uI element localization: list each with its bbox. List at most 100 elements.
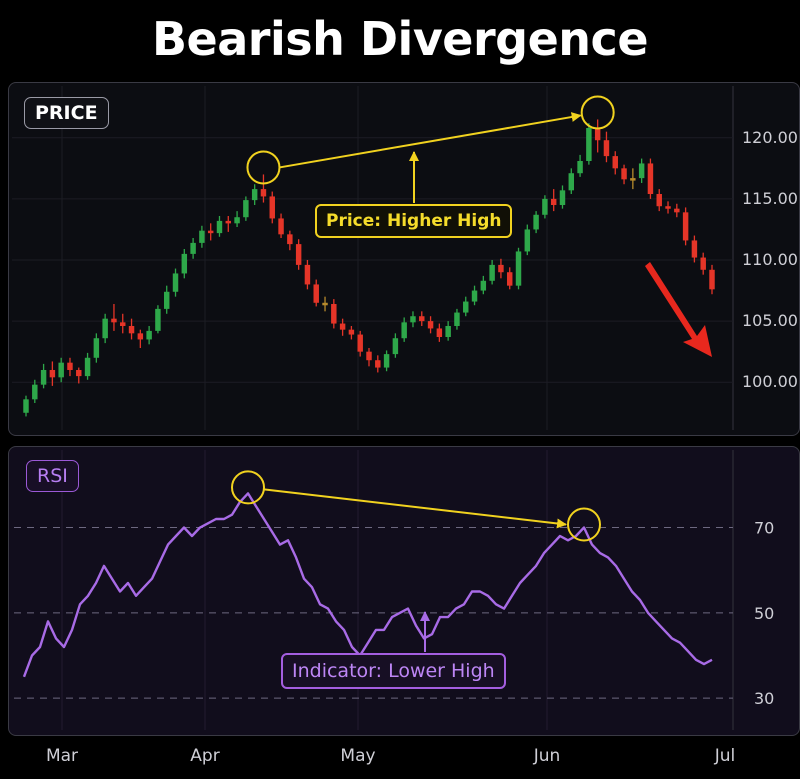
candle-body: [111, 318, 117, 323]
chart-title: Bearish Divergence: [151, 12, 649, 66]
candle-body: [594, 128, 601, 141]
candle-body: [295, 244, 302, 265]
candle-body: [375, 360, 381, 368]
candle-body: [665, 206, 671, 209]
candle-body: [84, 357, 91, 377]
candle-body: [23, 399, 29, 413]
rsi-y-tick-label: 50: [754, 604, 774, 623]
candle-body: [542, 198, 548, 215]
candle-body: [691, 240, 698, 258]
candle-body: [568, 173, 575, 191]
candle-body: [550, 198, 557, 205]
rsi-peak-circle: [231, 470, 265, 505]
x-tick-label: May: [340, 746, 375, 766]
bearish-down-arrow: [645, 262, 712, 357]
price-y-tick-label: 115.00: [742, 189, 798, 208]
x-tick-label: Apr: [190, 746, 219, 766]
candle-body: [366, 351, 372, 361]
candle-body: [445, 326, 451, 337]
candle-body: [480, 280, 487, 291]
x-tick-label: Jun: [533, 746, 561, 766]
candle-body: [410, 316, 416, 323]
candle-body: [339, 323, 346, 330]
candle-body: [357, 334, 363, 352]
candle-body: [682, 212, 689, 241]
candle-body: [392, 338, 399, 355]
price-panel: [8, 82, 800, 436]
candle-body: [251, 189, 258, 201]
price-y-tick-label: 120.00: [742, 128, 798, 147]
candle-body: [656, 194, 662, 207]
candle-body: [163, 291, 170, 309]
price-trend-arrow: [279, 112, 582, 169]
candle-body: [234, 217, 240, 224]
candle-body: [612, 156, 618, 169]
rsi-series-line: [22, 492, 713, 678]
candle-body: [603, 140, 610, 157]
candle-body: [49, 370, 56, 378]
candle-body: [102, 318, 108, 339]
candle-body: [427, 321, 434, 329]
candle-body: [586, 128, 592, 161]
candle-body: [638, 163, 645, 179]
candle-body: [190, 242, 196, 254]
candle-body: [278, 218, 284, 235]
candle-body: [674, 208, 680, 213]
candle-body: [489, 264, 495, 281]
candle-body: [463, 301, 469, 313]
candle-body: [401, 322, 407, 339]
candle-body: [647, 163, 654, 194]
candle-body: [181, 253, 188, 274]
candle-body: [533, 214, 539, 230]
price-higher-high-callout: Price: Higher High: [315, 204, 513, 238]
candle-body: [630, 178, 636, 181]
candle-body: [128, 326, 135, 334]
candle-body: [199, 230, 205, 243]
candle-body: [577, 161, 583, 174]
candle-body: [322, 302, 328, 306]
candle-body: [40, 370, 47, 385]
candle-body: [559, 190, 566, 205]
candle-body: [172, 273, 179, 292]
candle-body: [524, 229, 531, 252]
candle-body: [348, 329, 355, 335]
candle-body: [436, 328, 443, 337]
rsi-peak-circle: [567, 507, 601, 542]
candle-body: [137, 333, 144, 340]
rsi-panel-label: RSI: [26, 460, 79, 492]
candle-body: [216, 220, 223, 234]
candle-body: [419, 316, 425, 322]
candle-body: [260, 189, 267, 197]
candle-body: [383, 354, 390, 368]
rsi-lower-high-callout: Indicator: Lower High: [281, 653, 506, 689]
candle-body: [287, 234, 293, 245]
price-panel-label: PRICE: [24, 97, 109, 129]
candle-body: [225, 220, 232, 224]
price-y-tick-label: 110.00: [742, 250, 798, 269]
candle-body: [506, 272, 513, 286]
candle-body: [146, 330, 152, 340]
candle-body: [155, 308, 161, 331]
rsi-trend-arrow: [263, 488, 567, 529]
candle-body: [58, 362, 64, 378]
candle-body: [32, 384, 38, 400]
candle-body: [269, 196, 275, 219]
candle-body: [515, 251, 522, 286]
candle-body: [304, 264, 311, 285]
candle-body: [331, 304, 337, 324]
candle-body: [67, 362, 73, 370]
rsi-y-tick-label: 30: [754, 689, 774, 708]
candle-body: [709, 269, 715, 290]
candle-body: [93, 338, 100, 358]
candle-body: [454, 312, 460, 326]
rsi-y-tick-label: 70: [754, 519, 774, 538]
price-peak-circle: [580, 95, 615, 130]
price-y-tick-label: 105.00: [742, 311, 798, 330]
candle-body: [700, 257, 706, 270]
candle-body: [120, 322, 126, 326]
candle-body: [313, 284, 319, 303]
x-tick-label: Mar: [46, 746, 78, 766]
candle-body: [621, 168, 627, 180]
candle-body: [471, 290, 478, 302]
